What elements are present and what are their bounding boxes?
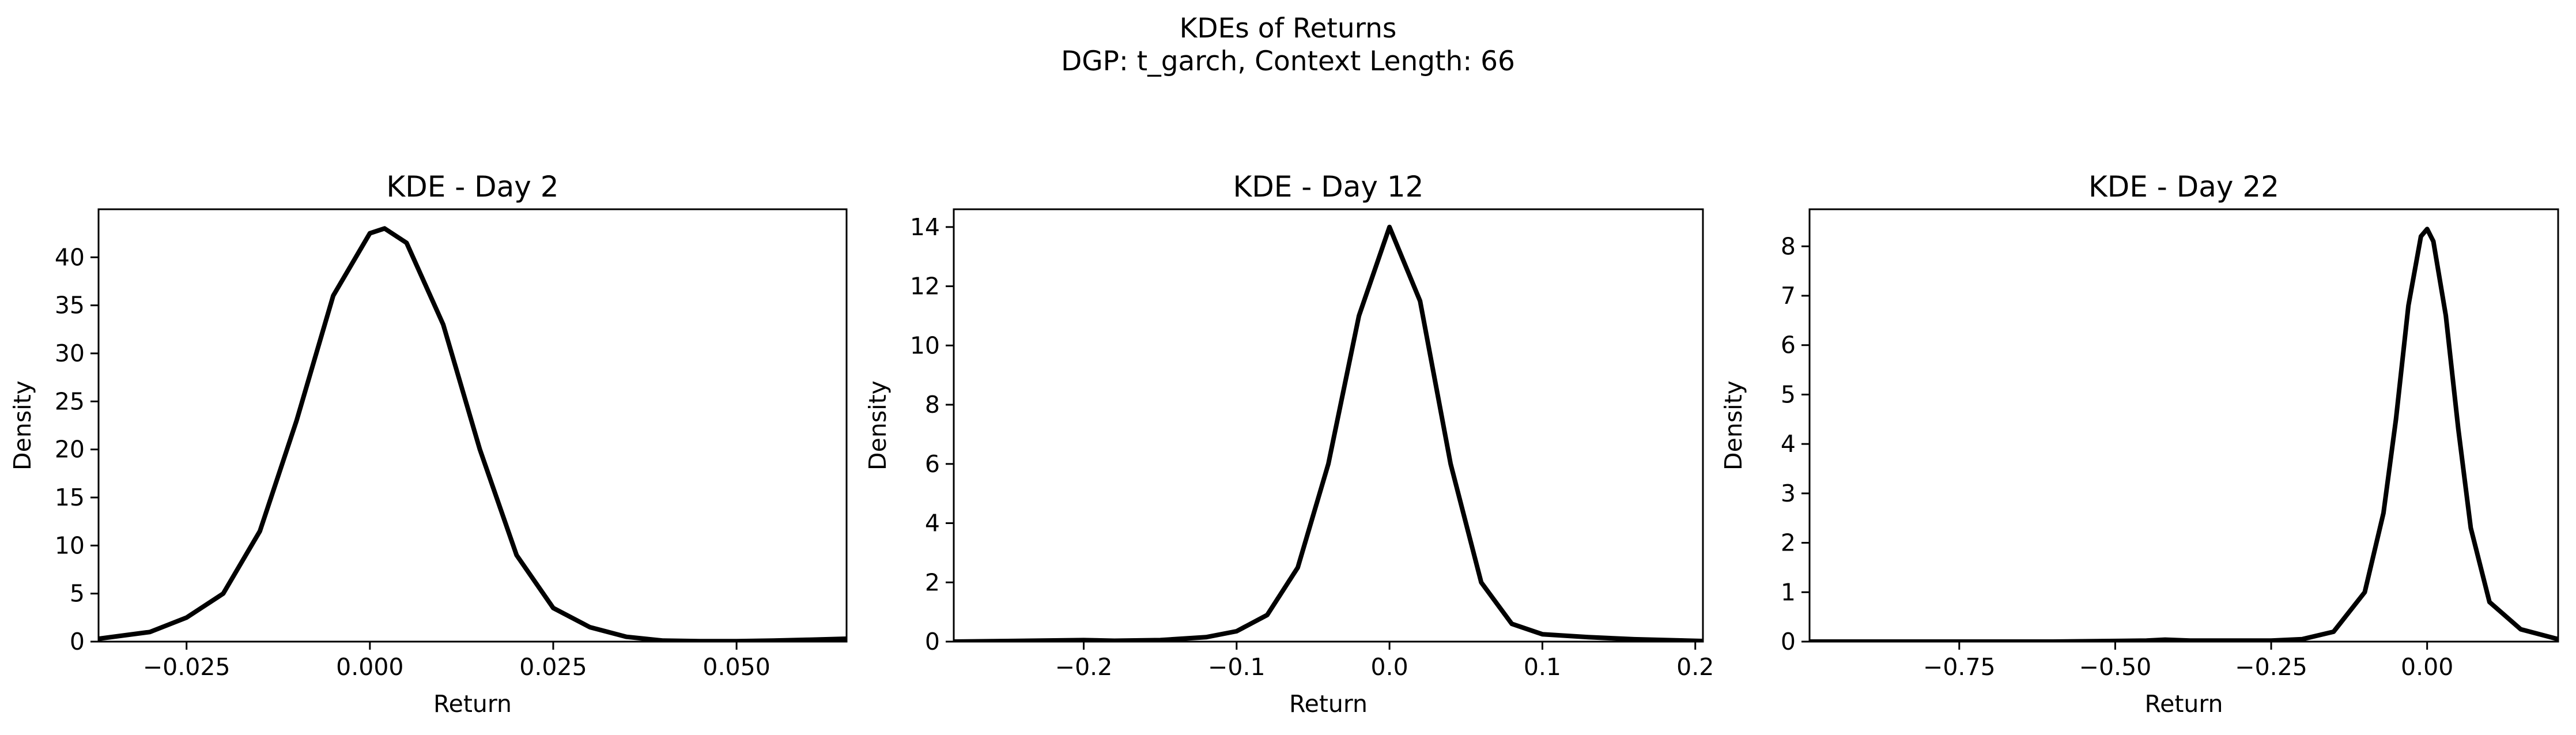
axes-title: KDE - Day 12 <box>1233 170 1424 203</box>
y-tick-label: 8 <box>1781 232 1796 260</box>
kde-curve <box>954 224 1703 642</box>
y-tick-label: 25 <box>55 387 85 415</box>
x-tick-label: −0.75 <box>1923 653 1996 681</box>
x-tick-label: −0.1 <box>1208 653 1266 681</box>
y-tick-label: 7 <box>1781 282 1796 310</box>
x-tick-label: −0.50 <box>2079 653 2152 681</box>
figure-title-line2: DGP: t_garch, Context Length: 66 <box>1061 46 1515 77</box>
axes-frame <box>97 208 848 643</box>
axes-frame <box>953 208 1704 643</box>
y-tick-label: 0 <box>925 628 940 655</box>
x-axis-label: Return <box>433 690 512 718</box>
y-tick-label: 6 <box>925 450 940 478</box>
x-axis-label: Return <box>1289 690 1368 718</box>
y-tick-label: 0 <box>70 628 85 655</box>
y-tick-label: 4 <box>1781 430 1796 458</box>
x-tick-label: 0.000 <box>336 653 403 681</box>
y-tick-label: 40 <box>55 243 85 271</box>
y-tick-label: 35 <box>55 292 85 319</box>
y-tick-label: 1 <box>1781 578 1796 606</box>
y-tick-label: 10 <box>55 532 85 559</box>
y-tick-label: 10 <box>910 331 940 359</box>
y-tick-label: 12 <box>910 273 940 300</box>
x-tick-label: −0.025 <box>143 653 231 681</box>
axes-frame <box>1808 208 2559 643</box>
subplot-day-12: KDE - Day 12 −0.2 −0.1 0.0 0.1 0.2 0 2 4 6 8 10 12 14… <box>864 170 1714 718</box>
x-tick-label: 0.050 <box>702 653 770 681</box>
y-tick-label: 6 <box>1781 331 1796 359</box>
y-tick-label: 15 <box>55 484 85 511</box>
figure-title-line1: KDEs of Returns <box>1180 13 1397 44</box>
y-tick-label: 5 <box>70 580 85 608</box>
y-tick-label: 0 <box>1781 628 1796 655</box>
subplot-day-2: KDE - Day 2 −0.025 0.000 0.025 0.050 0 5 10 15 20… <box>9 170 848 718</box>
x-axis-label: Return <box>2144 690 2223 718</box>
axes-title: KDE - Day 2 <box>386 170 558 203</box>
y-tick-label: 5 <box>1781 380 1796 408</box>
x-tick-label: 0.1 <box>1524 653 1561 681</box>
y-tick-label: 4 <box>925 510 940 537</box>
kde-curve <box>1810 227 2558 642</box>
x-tick-label: −0.2 <box>1055 653 1113 681</box>
subplot-day-22: KDE - Day 22 −0.75 −0.50 −0.25 0.00 0 1 2 3 4 5 6 7 8… <box>1720 170 2559 718</box>
y-tick-label: 2 <box>925 568 940 596</box>
y-axis-label: Density <box>1720 380 1747 470</box>
y-tick-label: 20 <box>55 436 85 463</box>
kde-curve <box>99 226 847 642</box>
y-tick-label: 14 <box>910 213 940 241</box>
y-axis-label: Density <box>864 380 892 470</box>
y-tick-label: 2 <box>1781 529 1796 557</box>
y-axis-label: Density <box>9 380 36 470</box>
x-tick-label: −0.25 <box>2235 653 2307 681</box>
x-tick-label: 0.025 <box>519 653 587 681</box>
y-tick-label: 30 <box>55 340 85 367</box>
x-tick-label: 0.00 <box>2401 653 2453 681</box>
y-tick-label: 3 <box>1781 480 1796 507</box>
y-tick-label: 8 <box>925 391 940 419</box>
x-tick-label: 0.0 <box>1371 653 1408 681</box>
axes-title: KDE - Day 22 <box>2088 170 2279 203</box>
x-tick-label: 0.2 <box>1676 653 1714 681</box>
